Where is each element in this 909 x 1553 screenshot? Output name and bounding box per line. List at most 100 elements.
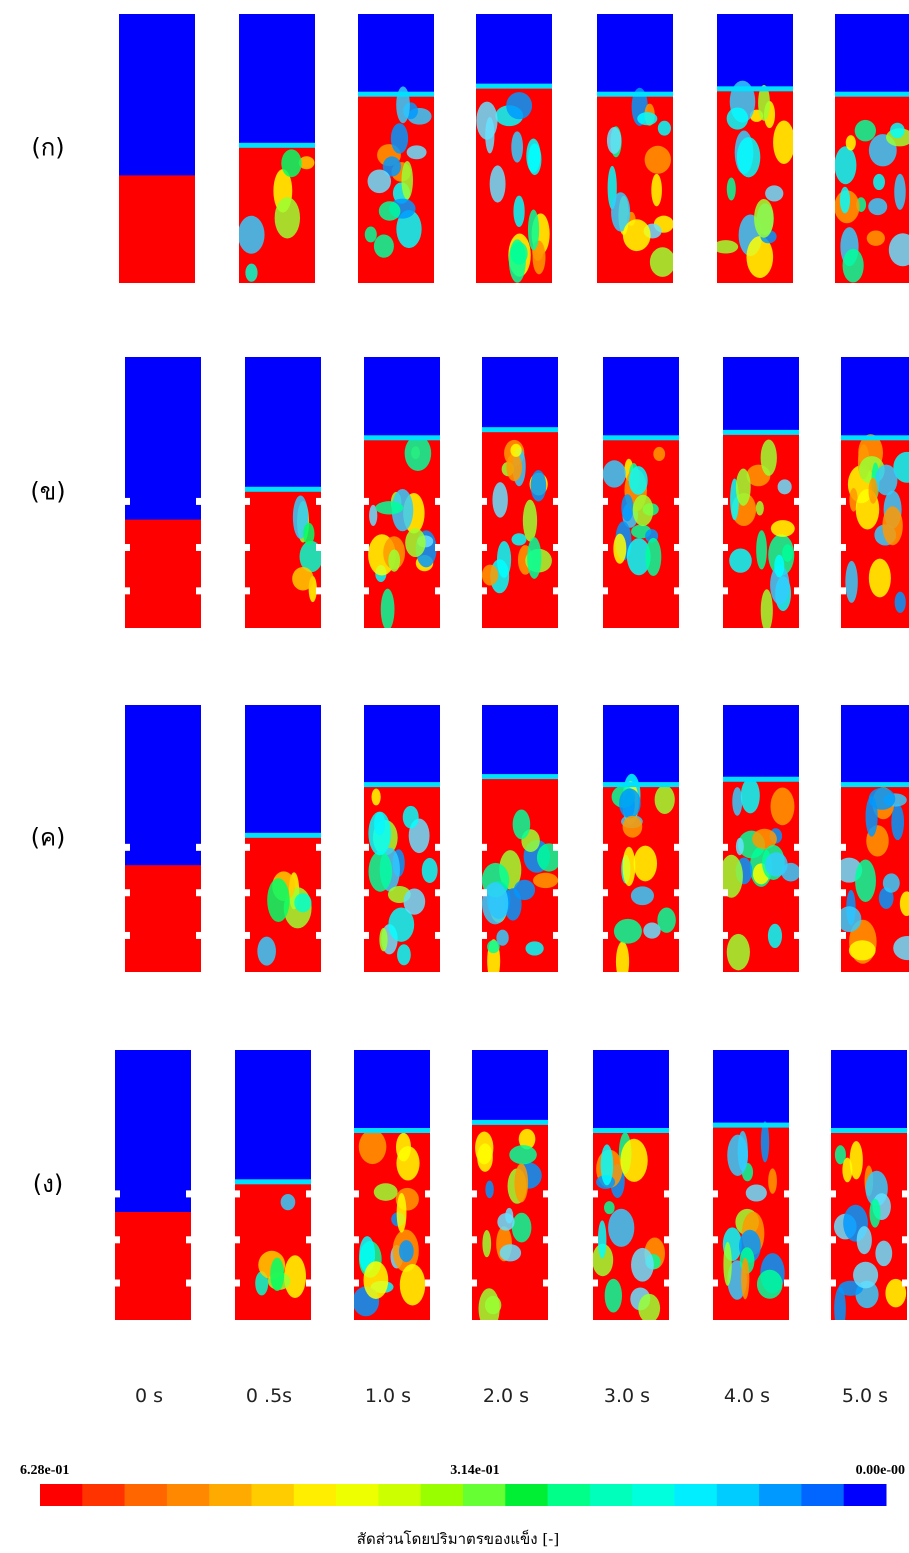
- bubble: [270, 1258, 284, 1291]
- notch: [435, 844, 441, 851]
- bubble: [407, 145, 427, 159]
- colorbar-segment: [209, 1484, 252, 1506]
- notch: [602, 932, 608, 939]
- colorbar-segment: [463, 1484, 506, 1506]
- colorbar-segment: [252, 1484, 295, 1506]
- bed-surface: [603, 782, 679, 787]
- bubble: [391, 123, 408, 153]
- figure: 6.28e-01 3.14e-01 0.00e-00 สัดส่วนโดยปริ…: [0, 0, 909, 1553]
- notch: [794, 844, 800, 851]
- bubble: [616, 941, 629, 981]
- notch: [543, 1190, 549, 1197]
- notch: [244, 889, 250, 896]
- colorbar-min-label: 0.00e-00: [856, 1463, 905, 1478]
- bubble: [506, 92, 532, 119]
- notch: [722, 544, 728, 551]
- bubble: [782, 544, 793, 562]
- bubble: [768, 1168, 777, 1193]
- bubble: [403, 889, 425, 915]
- colorbar-segment: [675, 1484, 718, 1506]
- notch: [435, 498, 441, 505]
- notch: [363, 932, 369, 939]
- bubble: [510, 444, 521, 457]
- bubble: [496, 930, 508, 946]
- notch: [794, 498, 800, 505]
- bubble: [771, 520, 795, 537]
- bubble: [267, 878, 289, 922]
- bubble: [651, 174, 662, 207]
- bubble: [846, 135, 856, 150]
- bubble: [369, 851, 393, 891]
- bubble: [400, 1264, 425, 1305]
- contour-panel: [234, 1050, 312, 1320]
- bubble: [732, 787, 742, 816]
- bubble: [531, 470, 547, 501]
- colorbar-segment: [717, 1484, 760, 1506]
- notch: [306, 1236, 312, 1243]
- colorbar-segment: [421, 1484, 464, 1506]
- time-label: 5.0 s: [842, 1385, 888, 1407]
- bubble: [623, 816, 643, 838]
- bed-surface: [593, 1128, 669, 1133]
- bubble: [619, 788, 641, 818]
- notch: [840, 889, 846, 896]
- bed-surface: [717, 86, 793, 91]
- bubble: [727, 934, 750, 970]
- bubble: [882, 506, 902, 545]
- contour-panel: [363, 705, 441, 972]
- bubble: [895, 592, 906, 613]
- bubble: [482, 882, 508, 924]
- bubble: [482, 565, 498, 586]
- notch: [114, 1280, 120, 1287]
- bed-surface: [245, 487, 321, 492]
- bubble: [379, 928, 387, 951]
- bubble: [727, 1135, 748, 1176]
- bubble: [774, 555, 784, 578]
- notch: [794, 932, 800, 939]
- notch: [602, 844, 608, 851]
- contour-panel: [238, 14, 315, 283]
- bed-region: [125, 865, 201, 972]
- bed-surface: [597, 92, 673, 97]
- bubble: [281, 1194, 296, 1210]
- bubble: [849, 940, 876, 960]
- time-label: 3.0 s: [604, 1385, 650, 1407]
- notch: [244, 544, 250, 551]
- contour-panel: [119, 14, 195, 283]
- bubble: [620, 1139, 647, 1182]
- bubble: [736, 469, 751, 506]
- notch: [553, 889, 559, 896]
- notch: [722, 889, 728, 896]
- notch: [114, 1236, 120, 1243]
- bubble: [850, 1141, 863, 1179]
- bed-surface: [723, 777, 799, 782]
- bubble: [883, 873, 900, 892]
- bubble: [773, 121, 795, 165]
- notch: [481, 932, 487, 939]
- bubble: [737, 137, 760, 177]
- bubble: [512, 1213, 532, 1243]
- bubble: [399, 1240, 414, 1262]
- bubble: [381, 589, 395, 630]
- bubble: [614, 919, 642, 944]
- notch: [794, 889, 800, 896]
- notch: [481, 587, 487, 594]
- bubble: [511, 131, 523, 162]
- notch: [592, 1236, 598, 1243]
- notch: [674, 844, 680, 851]
- bubble: [645, 538, 661, 576]
- bubble: [645, 146, 671, 174]
- notch: [435, 889, 441, 896]
- notch: [592, 1280, 598, 1287]
- notch: [124, 932, 130, 939]
- bubble: [397, 944, 411, 965]
- bed-surface: [472, 1120, 548, 1125]
- notch: [306, 1280, 312, 1287]
- notch: [674, 544, 680, 551]
- bubble: [379, 201, 401, 220]
- notch: [124, 844, 130, 851]
- notch: [234, 1280, 240, 1287]
- bubble: [643, 922, 660, 938]
- bubble: [840, 187, 850, 214]
- bubble: [601, 1144, 614, 1185]
